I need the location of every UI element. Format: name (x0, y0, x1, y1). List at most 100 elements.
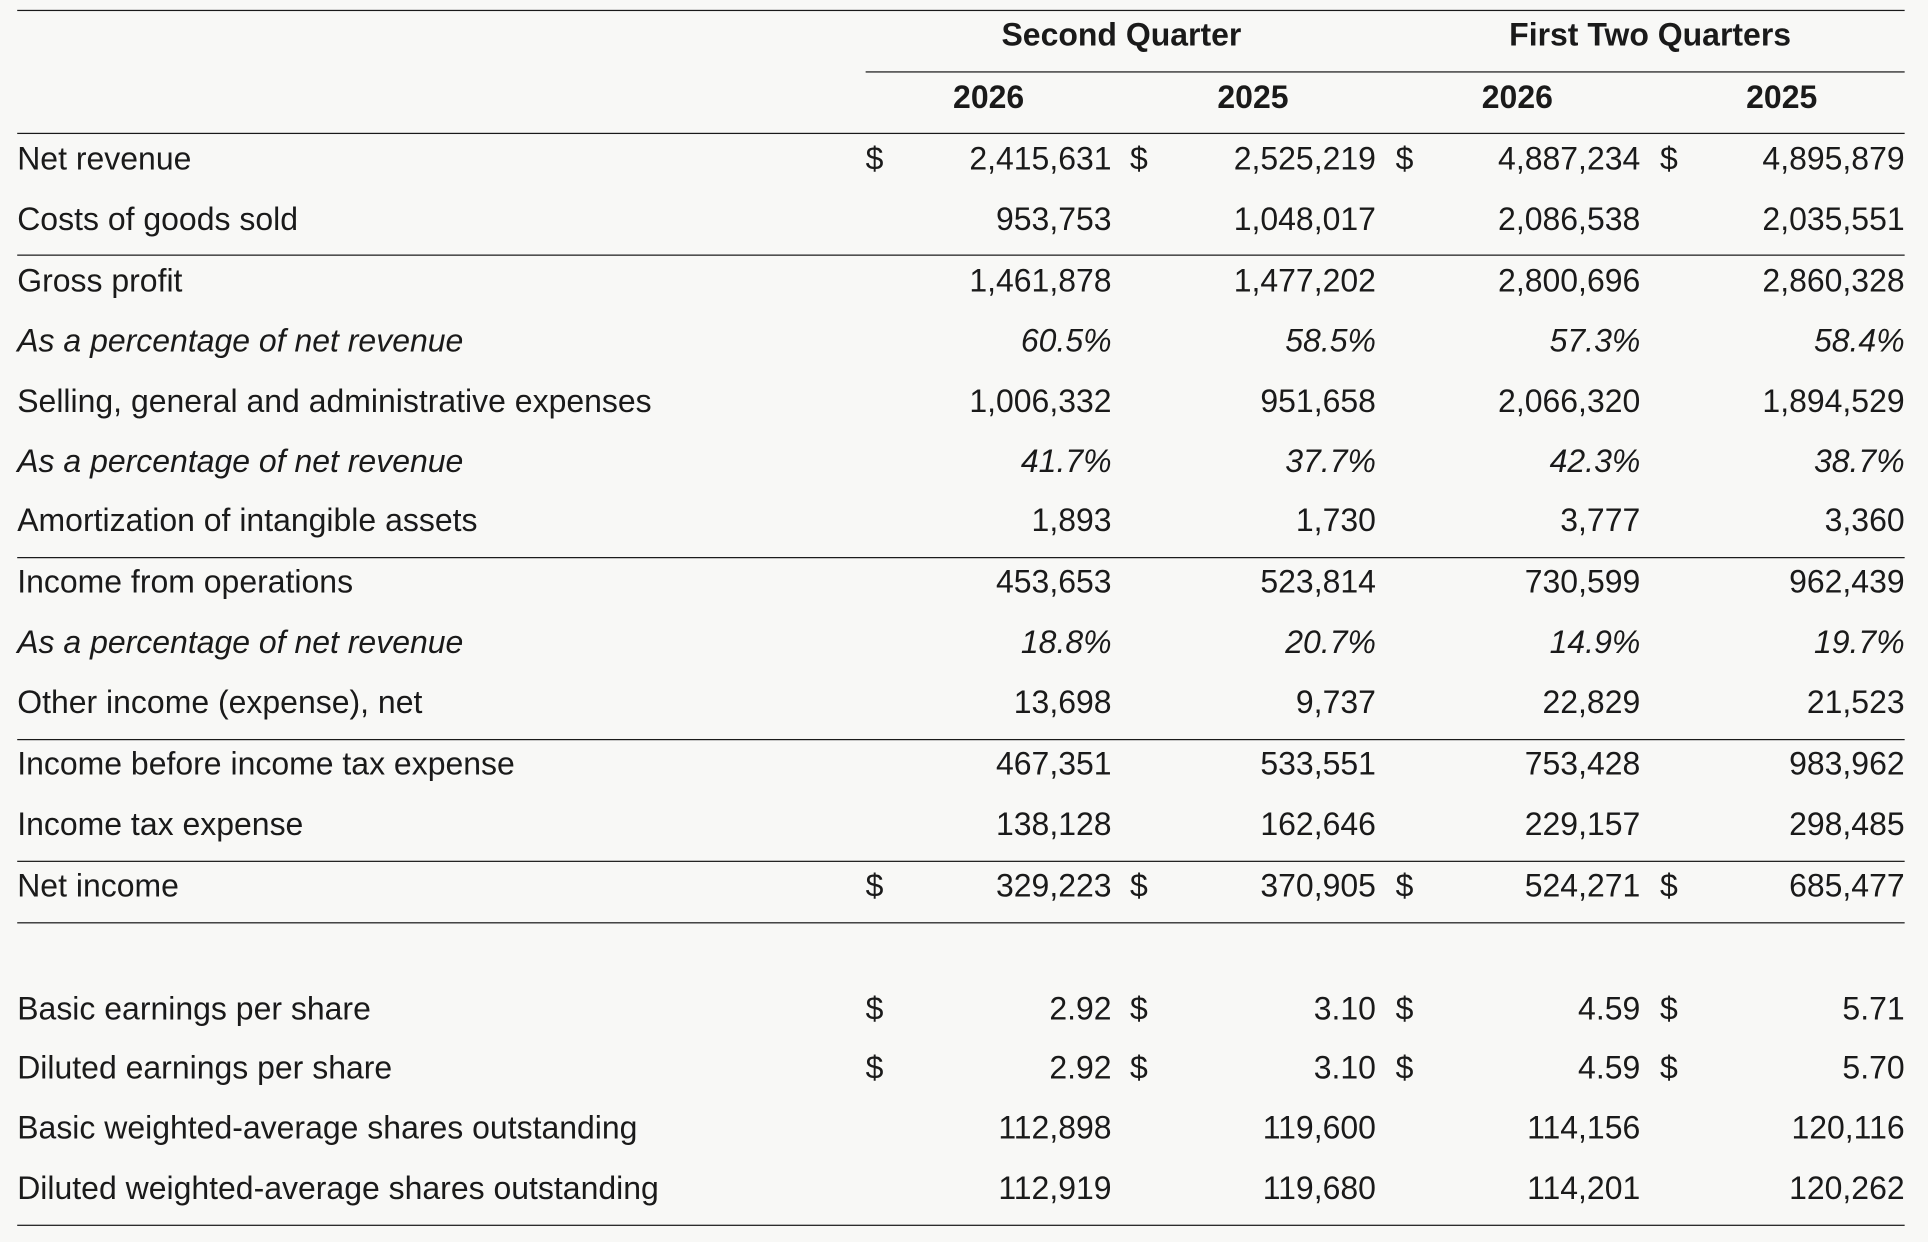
row-label: As a percentage of net revenue (17, 442, 464, 480)
cell-value: 2,800,696 (1498, 261, 1641, 299)
cell-value: 523,814 (1260, 563, 1376, 601)
cell-value: 2.92 (1049, 989, 1112, 1027)
column-year-header: 2026 (1481, 78, 1553, 116)
cell-value: 120,116 (1791, 1109, 1905, 1146)
cell-value: 229,157 (1524, 805, 1641, 843)
row-label: Income before income tax expense (17, 745, 515, 783)
cell-value: 329,223 (995, 866, 1112, 904)
currency-symbol: $ (1395, 866, 1414, 904)
currency-symbol: $ (1130, 140, 1148, 178)
cell-value: 3,360 (1824, 501, 1905, 539)
cell-value: 953,753 (995, 200, 1112, 238)
cell-value: 37.7% (1285, 442, 1376, 480)
cell-value: 60.5% (1020, 322, 1112, 360)
cell-value: 2,525,219 (1233, 140, 1376, 178)
row-label: Diluted earnings per share (17, 1048, 393, 1086)
cell-value: 1,461,878 (969, 261, 1112, 299)
cell-value: 951,658 (1260, 382, 1376, 420)
cell-value: 524,271 (1524, 866, 1641, 904)
cell-value: 1,730 (1295, 501, 1376, 539)
column-group-header: Second Quarter (1001, 15, 1242, 53)
cell-value: 3.10 (1313, 1048, 1376, 1086)
cell-value: 3,777 (1560, 501, 1641, 539)
cell-value: 120,262 (1789, 1169, 1905, 1207)
table-rule (17, 738, 1905, 741)
column-year-header: 2025 (1746, 78, 1818, 116)
currency-symbol: $ (865, 1048, 884, 1086)
cell-value: 5.70 (1842, 1048, 1905, 1086)
currency-symbol: $ (1395, 1048, 1414, 1086)
cell-value: 42.3% (1549, 442, 1641, 480)
cell-value: 1,894,529 (1762, 382, 1905, 420)
row-label: Income from operations (17, 563, 354, 601)
row-label: As a percentage of net revenue (17, 623, 464, 661)
cell-value: 753,428 (1524, 745, 1641, 783)
currency-symbol: $ (1659, 1048, 1678, 1086)
currency-symbol: $ (1659, 866, 1678, 904)
cell-value: 13,698 (1013, 683, 1112, 721)
column-group-header: First Two Quarters (1509, 15, 1792, 53)
table-rule (17, 1224, 1905, 1226)
column-year-header: 2026 (953, 78, 1025, 116)
cell-value: 2,860,328 (1762, 261, 1905, 299)
table-rule (17, 132, 1905, 135)
table-rule (17, 922, 1905, 924)
cell-value: 2,415,631 (969, 140, 1112, 178)
currency-symbol: $ (1130, 989, 1148, 1027)
table-rule (17, 9, 1905, 12)
cell-value: 2,066,320 (1498, 382, 1641, 420)
row-label: Net revenue (17, 140, 192, 178)
cell-value: 370,905 (1260, 866, 1376, 904)
cell-value: 2,086,538 (1498, 200, 1641, 238)
cell-value: 2,035,551 (1762, 200, 1905, 238)
currency-symbol: $ (865, 866, 884, 904)
cell-value: 112,919 (998, 1169, 1112, 1207)
cell-value: 1,006,332 (969, 382, 1112, 420)
cell-value: 453,653 (995, 563, 1112, 601)
row-label: Selling, general and administrative expe… (17, 382, 652, 420)
cell-value: 14.9% (1549, 623, 1641, 661)
cell-value: 962,439 (1789, 563, 1905, 601)
cell-value: 298,485 (1789, 805, 1905, 843)
cell-value: 21,523 (1806, 683, 1905, 721)
currency-symbol: $ (1659, 140, 1678, 178)
cell-value: 1,477,202 (1233, 261, 1376, 299)
row-label: Income tax expense (17, 805, 304, 843)
cell-value: 533,551 (1260, 745, 1376, 783)
cell-value: 19.7% (1813, 623, 1905, 661)
cell-value: 38.7% (1813, 442, 1905, 480)
cell-value: 20.7% (1285, 623, 1376, 661)
cell-value: 18.8% (1020, 623, 1112, 661)
cell-value: 9,737 (1295, 683, 1376, 721)
table-rule (865, 71, 1905, 73)
cell-value: 1,893 (1031, 501, 1112, 539)
table-rule (17, 254, 1905, 256)
cell-value: 2.92 (1049, 1048, 1112, 1086)
cell-value: 112,898 (998, 1109, 1112, 1146)
cell-value: 730,599 (1524, 563, 1641, 601)
row-label: As a percentage of net revenue (17, 322, 464, 360)
cell-value: 57.3% (1549, 322, 1641, 360)
row-label: Diluted weighted-average shares outstand… (17, 1169, 659, 1207)
row-label: Basic weighted-average shares outstandin… (17, 1109, 638, 1146)
currency-symbol: $ (865, 140, 884, 178)
cell-value: 983,962 (1789, 745, 1905, 783)
cell-value: 114,201 (1527, 1169, 1641, 1207)
cell-value: 1,048,017 (1233, 200, 1376, 238)
cell-value: 41.7% (1020, 442, 1112, 480)
table-rule (17, 860, 1905, 862)
cell-value: 114,156 (1527, 1109, 1641, 1146)
row-label: Net income (17, 866, 179, 904)
cell-value: 22,829 (1542, 683, 1641, 721)
cell-value: 58.4% (1813, 322, 1905, 360)
cell-value: 4.59 (1578, 1048, 1641, 1086)
cell-value: 138,128 (995, 805, 1112, 843)
row-label: Amortization of intangible assets (17, 501, 478, 539)
row-label: Gross profit (17, 261, 183, 299)
currency-symbol: $ (865, 989, 884, 1027)
row-label: Other income (expense), net (17, 683, 423, 721)
cell-value: 119,600 (1262, 1109, 1376, 1146)
row-label: Basic earnings per share (17, 989, 371, 1027)
cell-value: 162,646 (1260, 805, 1376, 843)
